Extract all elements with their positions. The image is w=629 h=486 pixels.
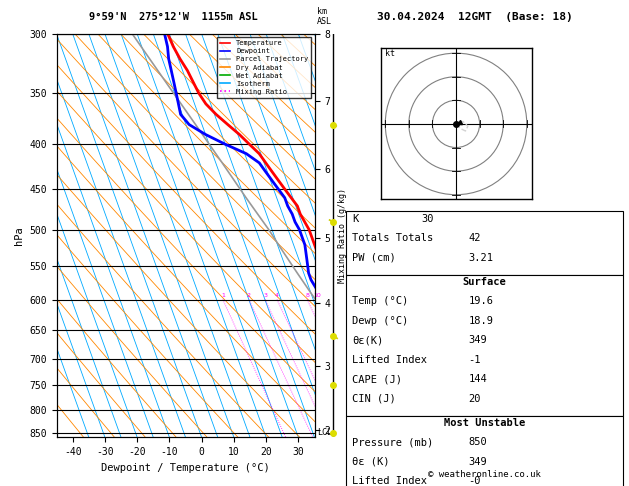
Text: © weatheronline.co.uk: © weatheronline.co.uk xyxy=(428,469,541,479)
Text: 4: 4 xyxy=(275,293,279,297)
Text: 144: 144 xyxy=(469,374,487,384)
Text: 10: 10 xyxy=(313,293,321,297)
Text: 349: 349 xyxy=(469,457,487,467)
Text: Dewp (°C): Dewp (°C) xyxy=(352,316,408,326)
Text: 3: 3 xyxy=(263,293,267,297)
Text: Most Unstable: Most Unstable xyxy=(443,418,525,428)
Y-axis label: hPa: hPa xyxy=(14,226,24,245)
Text: θε(K): θε(K) xyxy=(352,335,384,346)
Text: km
ASL: km ASL xyxy=(317,6,332,26)
Text: Lifted Index: Lifted Index xyxy=(352,355,427,365)
Text: 42: 42 xyxy=(469,233,481,243)
Text: θε (K): θε (K) xyxy=(352,457,390,467)
Text: 2: 2 xyxy=(247,293,251,297)
Text: kt: kt xyxy=(385,49,395,57)
Text: 9°59'N  275°12'W  1155m ASL: 9°59'N 275°12'W 1155m ASL xyxy=(89,12,257,22)
Text: 1: 1 xyxy=(221,293,225,297)
Text: 19.6: 19.6 xyxy=(469,296,494,307)
Text: LCL: LCL xyxy=(317,428,332,436)
Text: 30.04.2024  12GMT  (Base: 18): 30.04.2024 12GMT (Base: 18) xyxy=(377,12,573,22)
Text: -1: -1 xyxy=(469,355,481,365)
Text: CAPE (J): CAPE (J) xyxy=(352,374,402,384)
Text: Totals Totals: Totals Totals xyxy=(352,233,433,243)
Text: 3.21: 3.21 xyxy=(469,253,494,263)
Text: 850: 850 xyxy=(469,437,487,448)
Text: CIN (J): CIN (J) xyxy=(352,394,396,404)
Text: Surface: Surface xyxy=(462,277,506,287)
Text: Pressure (mb): Pressure (mb) xyxy=(352,437,433,448)
Text: PW (cm): PW (cm) xyxy=(352,253,396,263)
Text: Mixing Ratio (g/kg): Mixing Ratio (g/kg) xyxy=(338,188,347,283)
Text: -0: -0 xyxy=(469,476,481,486)
Legend: Temperature, Dewpoint, Parcel Trajectory, Dry Adiabat, Wet Adiabat, Isotherm, Mi: Temperature, Dewpoint, Parcel Trajectory… xyxy=(217,37,311,98)
Text: 8: 8 xyxy=(305,293,309,297)
Text: Temp (°C): Temp (°C) xyxy=(352,296,408,307)
Text: 349: 349 xyxy=(469,335,487,346)
Text: K: K xyxy=(352,214,359,224)
Text: 18.9: 18.9 xyxy=(469,316,494,326)
Text: 30: 30 xyxy=(421,214,434,224)
X-axis label: Dewpoint / Temperature (°C): Dewpoint / Temperature (°C) xyxy=(101,463,270,473)
Text: 20: 20 xyxy=(469,394,481,404)
Text: Lifted Index: Lifted Index xyxy=(352,476,427,486)
